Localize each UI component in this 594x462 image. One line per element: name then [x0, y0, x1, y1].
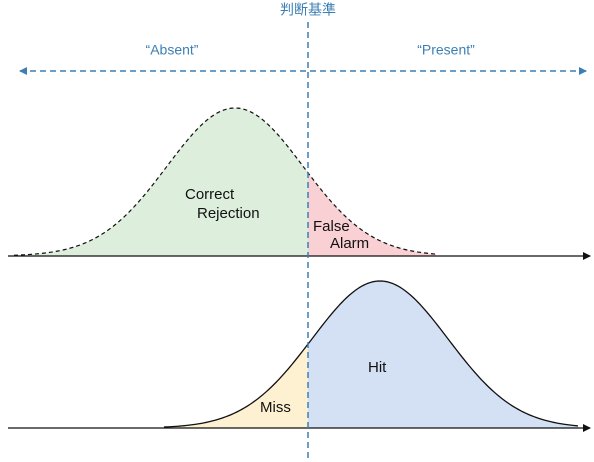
- miss-label: Miss: [260, 399, 291, 416]
- miss-area: [164, 344, 308, 428]
- false-alarm-area: [308, 172, 436, 256]
- distributions: [13, 107, 579, 428]
- hit-area: [308, 281, 578, 428]
- noise-curve: [13, 107, 437, 256]
- hit-label: Hit: [368, 359, 387, 376]
- correct-rejection-area: [14, 108, 308, 256]
- false-alarm-label: False: [313, 218, 350, 235]
- signal-curve: [163, 280, 579, 428]
- absent-label: “Absent”: [146, 42, 199, 58]
- correct-rejection-label: Rejection: [197, 205, 260, 222]
- false-alarm-label: Alarm: [330, 235, 369, 252]
- correct-rejection-label: Correct: [185, 186, 235, 203]
- criterion-label: 判断基準: [280, 2, 336, 18]
- present-label: “Present”: [417, 42, 475, 58]
